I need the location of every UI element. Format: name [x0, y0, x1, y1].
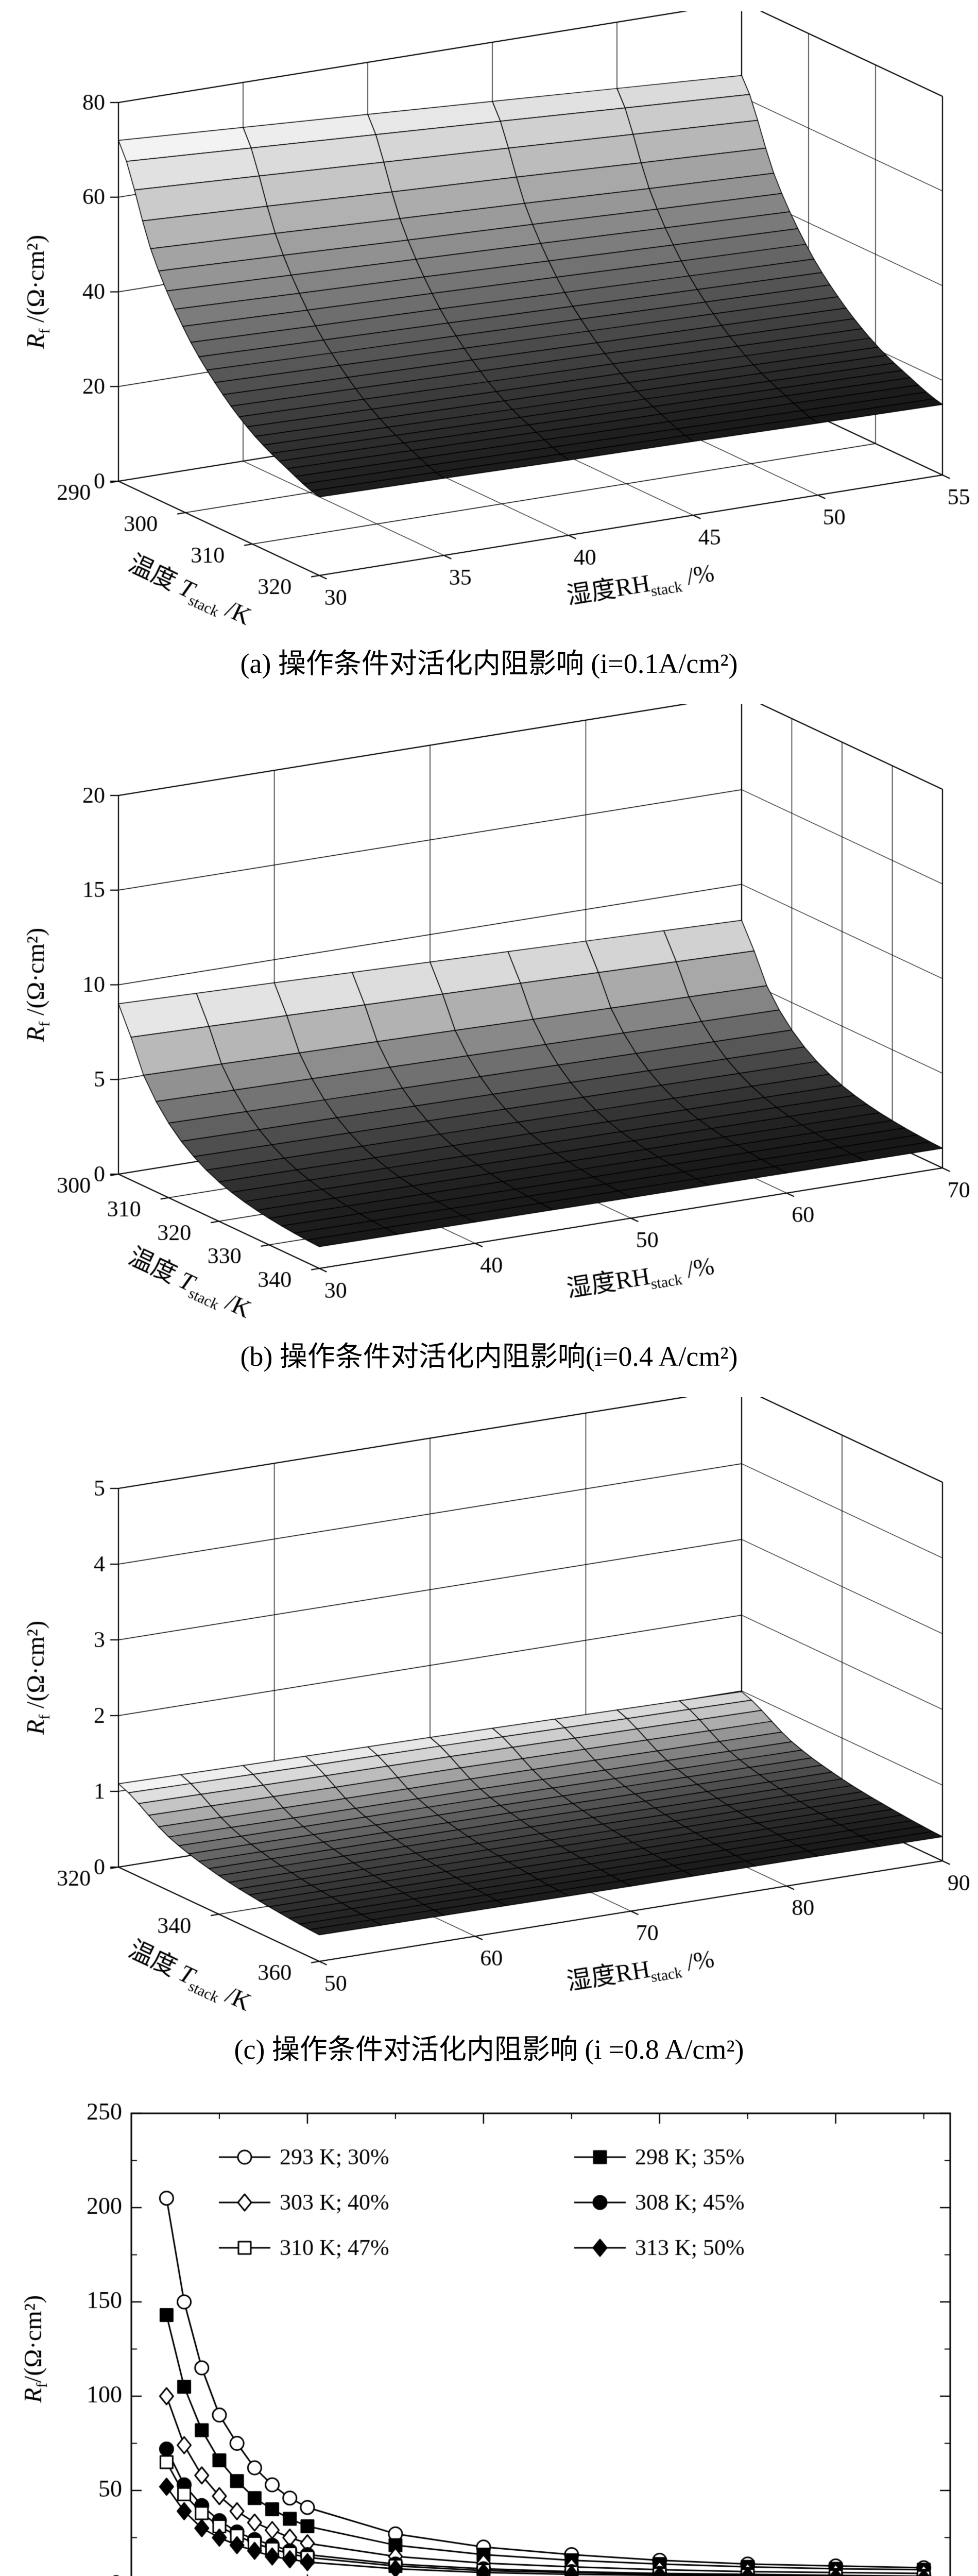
surface-plot-a — [0, 11, 978, 642]
caption-a: (a) 操作条件对活化内阻影响 (i=0.1A/cm²) — [240, 648, 738, 679]
figure-d: (d) 不同电流密度下活化内阻变化规律 — [0, 2090, 978, 2576]
caption-b: (b) 操作条件对活化内阻影响(i=0.4 A/cm²) — [240, 1341, 738, 1372]
surface-plot-b — [0, 704, 978, 1335]
figure-a: (a) 操作条件对活化内阻影响 (i=0.1A/cm²) — [0, 11, 978, 685]
line-plot-d — [0, 2090, 978, 2576]
surface-plot-c — [0, 1397, 978, 2028]
caption-c: (c) 操作条件对活化内阻影响 (i =0.8 A/cm²) — [234, 2034, 744, 2065]
figure-c: (c) 操作条件对活化内阻影响 (i =0.8 A/cm²) — [0, 1397, 978, 2071]
figure-b: (b) 操作条件对活化内阻影响(i=0.4 A/cm²) — [0, 704, 978, 1378]
